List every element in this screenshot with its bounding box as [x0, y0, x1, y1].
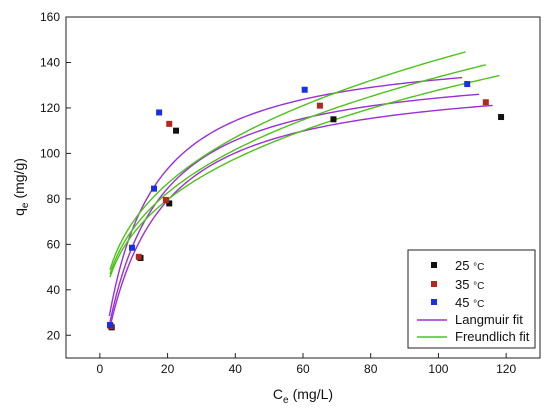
data-point — [166, 200, 173, 207]
legend-label-35c-unit: °C — [473, 281, 484, 292]
y-tick-label: 60 — [47, 237, 61, 251]
x-tick-label: 100 — [428, 362, 448, 376]
legend-label-25c: 25 °C — [455, 258, 484, 273]
legend-label-45c-num: 45 — [455, 295, 473, 310]
legend-label-langmuir: Langmuir fit — [455, 312, 523, 327]
freundlich-fit-curve — [109, 51, 466, 270]
x-tick-label: 60 — [296, 362, 310, 376]
langmuir-fit-curve — [109, 93, 480, 323]
axis-ticks: 0 20 40 60 80 100 120 20 40 60 80 100 120 140 160 — [40, 10, 517, 376]
y-tick-label: 140 — [40, 55, 60, 69]
data-point — [129, 244, 136, 251]
y-tick-label: 20 — [47, 328, 61, 342]
data-points — [107, 81, 505, 331]
y-axis-title-unit: (mg/g) — [11, 158, 27, 198]
x-axis-title-main: C — [273, 386, 283, 402]
legend-marker-25c — [431, 262, 437, 268]
legend-label-freundlich: Freundlich fit — [455, 329, 530, 344]
legend: 25 °C 35 °C 45 °C Langmuir fit Freundlic… — [407, 249, 536, 349]
y-axis-title-sub: e — [20, 202, 31, 208]
legend-item-25c: 25 °C — [431, 258, 484, 273]
legend-item-freundlich: Freundlich fit — [417, 329, 530, 344]
legend-marker-45c — [431, 299, 437, 305]
data-point — [156, 109, 163, 116]
legend-marker-35c — [431, 281, 437, 287]
data-point — [316, 102, 323, 109]
freundlich-fit-curve — [109, 74, 500, 278]
x-axis-title-unit: (mg/L) — [293, 386, 333, 402]
data-point — [107, 322, 114, 329]
legend-item-langmuir: Langmuir fit — [417, 312, 523, 327]
data-point — [301, 86, 308, 93]
legend-label-35c-num: 35 — [455, 277, 473, 292]
data-point — [151, 185, 158, 192]
legend-box — [407, 249, 536, 349]
fit-curves — [108, 51, 500, 328]
data-point — [464, 81, 471, 88]
x-tick-label: 120 — [496, 362, 516, 376]
data-point — [498, 114, 505, 121]
x-tick-label: 0 — [97, 362, 104, 376]
y-tick-label: 80 — [47, 192, 61, 206]
legend-item-35c: 35 °C — [431, 277, 484, 292]
data-point — [135, 253, 142, 260]
legend-item-45c: 45 °C — [431, 295, 484, 310]
legend-label-25c-num: 25 — [455, 258, 473, 273]
freundlich-fit-curve — [109, 64, 486, 275]
data-point — [482, 99, 489, 106]
legend-label-35c: 35 °C — [455, 277, 484, 292]
langmuir-fit-curve — [108, 76, 463, 317]
y-tick-label: 120 — [40, 101, 60, 115]
x-tick-label: 40 — [229, 362, 243, 376]
y-tick-label: 100 — [40, 146, 60, 160]
data-point — [162, 197, 169, 203]
data-point — [330, 116, 337, 123]
x-axis-title-sub: e — [283, 395, 289, 406]
x-tick-label: 80 — [364, 362, 378, 376]
data-point — [173, 127, 180, 134]
y-tick-label: 40 — [47, 283, 61, 297]
y-tick-label: 160 — [40, 10, 60, 24]
x-axis-title: Ce (mg/L) — [273, 386, 333, 406]
x-tick-label: 20 — [161, 362, 175, 376]
data-point — [166, 120, 173, 127]
legend-label-45c: 45 °C — [455, 295, 484, 310]
y-axis-title: qe (mg/g) — [11, 158, 31, 216]
legend-label-45c-unit: °C — [473, 299, 484, 310]
y-axis-title-main: q — [11, 208, 27, 216]
legend-label-25c-unit: °C — [473, 262, 484, 273]
